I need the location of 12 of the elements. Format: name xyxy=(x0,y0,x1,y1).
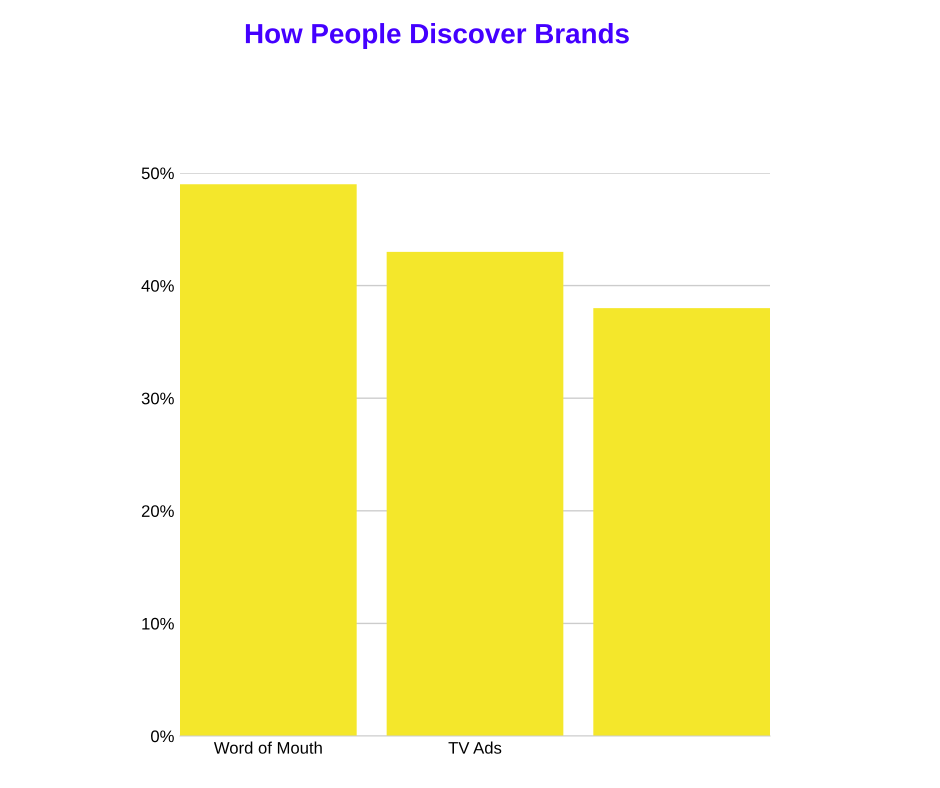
x-tick-label: TV Ads xyxy=(448,742,502,754)
y-tick-label: 10% xyxy=(142,618,174,630)
y-tick-label: 40% xyxy=(141,280,174,292)
chart-title: How People Discover Brands xyxy=(246,23,629,49)
bar xyxy=(386,252,564,736)
x-tick-label: Word of Mouth xyxy=(214,742,322,754)
bar xyxy=(180,184,357,736)
y-tick-label: 30% xyxy=(142,392,174,404)
y-tick-label: 0% xyxy=(151,730,174,742)
y-tick-label: 50% xyxy=(142,167,174,180)
bar xyxy=(593,308,770,736)
y-tick-label: 20% xyxy=(142,505,174,518)
